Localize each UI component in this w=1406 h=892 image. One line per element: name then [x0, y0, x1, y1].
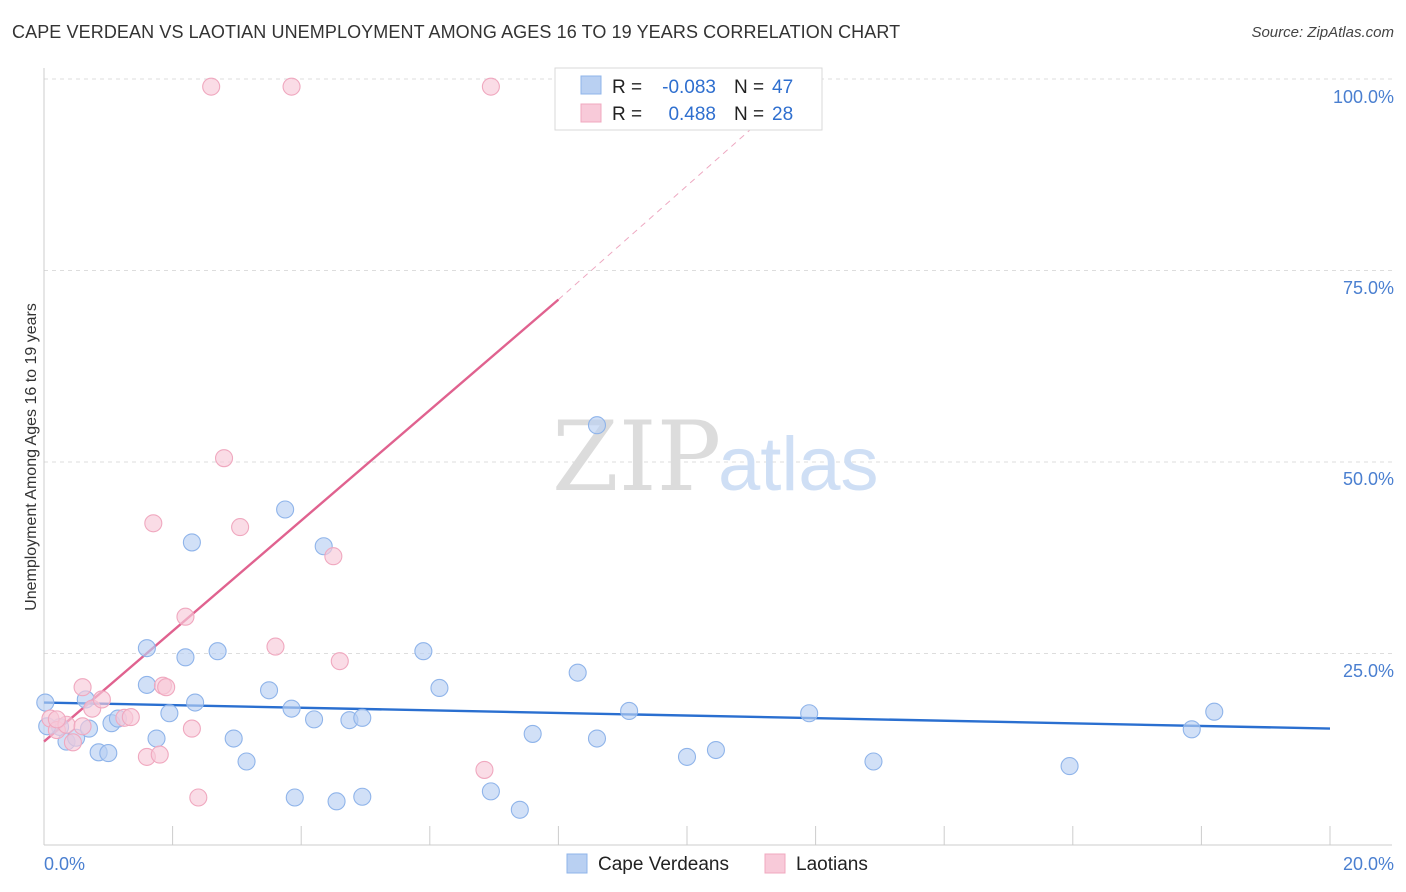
- point-cape-verdean-25: [327, 792, 346, 811]
- point-cape-verdean-13: [176, 648, 195, 667]
- point-laotian-21: [282, 77, 301, 96]
- point-laotian-4: [73, 717, 92, 736]
- point-cape-verdean-46: [99, 744, 118, 763]
- point-laotian-18: [214, 449, 234, 468]
- point-cape-verdean-29: [414, 642, 433, 661]
- point-cape-verdean-38: [677, 747, 697, 766]
- point-cape-verdean-12: [160, 704, 179, 723]
- point-cape-verdean-20: [276, 500, 295, 519]
- point-cape-verdean-17: [224, 729, 243, 748]
- point-cape-verdean-31: [481, 782, 500, 801]
- point-laotian-17: [202, 77, 221, 96]
- point-cape-verdean-16: [208, 642, 227, 661]
- chart-source: Source: ZipAtlas.com: [1251, 24, 1394, 41]
- axes: [43, 68, 1392, 846]
- point-laotian-13: [157, 678, 176, 697]
- trend-line-laotians: [43, 298, 560, 743]
- point-laotian-23: [330, 652, 349, 671]
- point-laotian-19: [231, 518, 250, 537]
- legend-r-value-2: 0.488: [668, 104, 716, 125]
- y-tick-label-50: 50.0%: [1343, 469, 1394, 489]
- x-tick-label-max: 20.0%: [1343, 854, 1394, 874]
- data-points: [36, 77, 1224, 819]
- point-cape-verdean-30: [430, 678, 449, 698]
- legend-r-value-1: -0.083: [662, 77, 716, 98]
- point-cape-verdean-34: [568, 663, 587, 682]
- point-cape-verdean-10: [137, 639, 156, 658]
- point-cape-verdean-39: [706, 740, 725, 760]
- y-tick-label-75: 75.0%: [1343, 278, 1394, 298]
- point-cape-verdean-19: [259, 681, 279, 700]
- point-cape-verdean-21: [282, 699, 301, 718]
- point-laotian-15: [182, 719, 201, 738]
- point-cape-verdean-11: [147, 729, 166, 748]
- y-tick-label-100: 100.0%: [1333, 87, 1394, 107]
- point-laotian-11: [150, 745, 169, 764]
- point-cape-verdean-15: [186, 693, 205, 712]
- watermark-atlas: atlas: [718, 422, 879, 507]
- chart-title: CAPE VERDEAN VS LAOTIAN UNEMPLOYMENT AMO…: [12, 22, 901, 42]
- series-legend: Cape Verdeans Laotians: [566, 853, 868, 875]
- point-laotian-10: [144, 514, 163, 533]
- correlation-legend: R = -0.083 N = 47 R = 0.488 N = 28: [554, 67, 823, 131]
- point-cape-verdean-40: [800, 704, 819, 723]
- legend-n-label-2: N =: [734, 104, 764, 125]
- trend-line-extension-laotians: [558, 128, 752, 300]
- point-laotian-6: [92, 690, 111, 709]
- point-cape-verdean-0: [36, 693, 55, 712]
- point-laotian-25: [481, 77, 500, 96]
- point-cape-verdean-14: [182, 533, 201, 552]
- legend-swatch-cape-verdeans: [580, 75, 602, 95]
- point-cape-verdean-41: [864, 752, 883, 771]
- point-laotian-16: [189, 788, 208, 807]
- point-cape-verdean-36: [587, 416, 607, 435]
- point-laotian-3: [63, 733, 82, 752]
- bottom-legend-swatch-cape-verdeans: [566, 853, 588, 874]
- gridlines: [44, 78, 1392, 654]
- legend-n-value-1: 47: [772, 77, 793, 98]
- x-tick-label-min: 0.0%: [44, 854, 85, 874]
- legend-n-value-2: 28: [772, 104, 793, 125]
- bottom-legend-label-laotians: Laotians: [796, 854, 868, 875]
- watermark-zip: ZIP: [552, 401, 721, 513]
- legend-n-label-1: N =: [734, 77, 764, 98]
- point-laotian-24: [475, 760, 494, 779]
- point-laotian-8: [121, 708, 140, 727]
- y-tick-label-25: 25.0%: [1343, 661, 1394, 681]
- point-cape-verdean-32: [510, 800, 529, 819]
- point-cape-verdean-28: [353, 787, 372, 806]
- point-cape-verdean-33: [523, 724, 542, 743]
- point-laotian-20: [266, 637, 285, 656]
- point-cape-verdean-43: [1182, 720, 1201, 739]
- point-cape-verdean-9: [137, 675, 156, 694]
- point-cape-verdean-23: [305, 710, 324, 729]
- bottom-legend-label-cape-verdeans: Cape Verdeans: [598, 854, 729, 875]
- point-cape-verdean-27: [353, 708, 372, 727]
- point-laotian-27: [73, 678, 92, 697]
- point-cape-verdean-18: [237, 752, 256, 771]
- point-cape-verdean-44: [1205, 702, 1224, 721]
- legend-r-label-1: R =: [612, 77, 642, 98]
- point-cape-verdean-37: [620, 701, 639, 721]
- point-cape-verdean-35: [587, 729, 607, 748]
- point-laotian-26: [47, 710, 66, 729]
- trend-lines: [43, 128, 1331, 743]
- point-laotian-22: [324, 547, 343, 566]
- bottom-legend-swatch-laotians: [764, 853, 786, 874]
- legend-swatch-laotians: [580, 103, 602, 123]
- legend-r-label-2: R =: [612, 104, 642, 125]
- point-cape-verdean-42: [1060, 757, 1079, 776]
- y-axis-label: Unemployment Among Ages 16 to 19 years: [23, 303, 40, 611]
- trend-line-cape-verdeans: [43, 701, 1331, 730]
- point-laotian-14: [176, 607, 195, 626]
- point-cape-verdean-22: [285, 788, 304, 807]
